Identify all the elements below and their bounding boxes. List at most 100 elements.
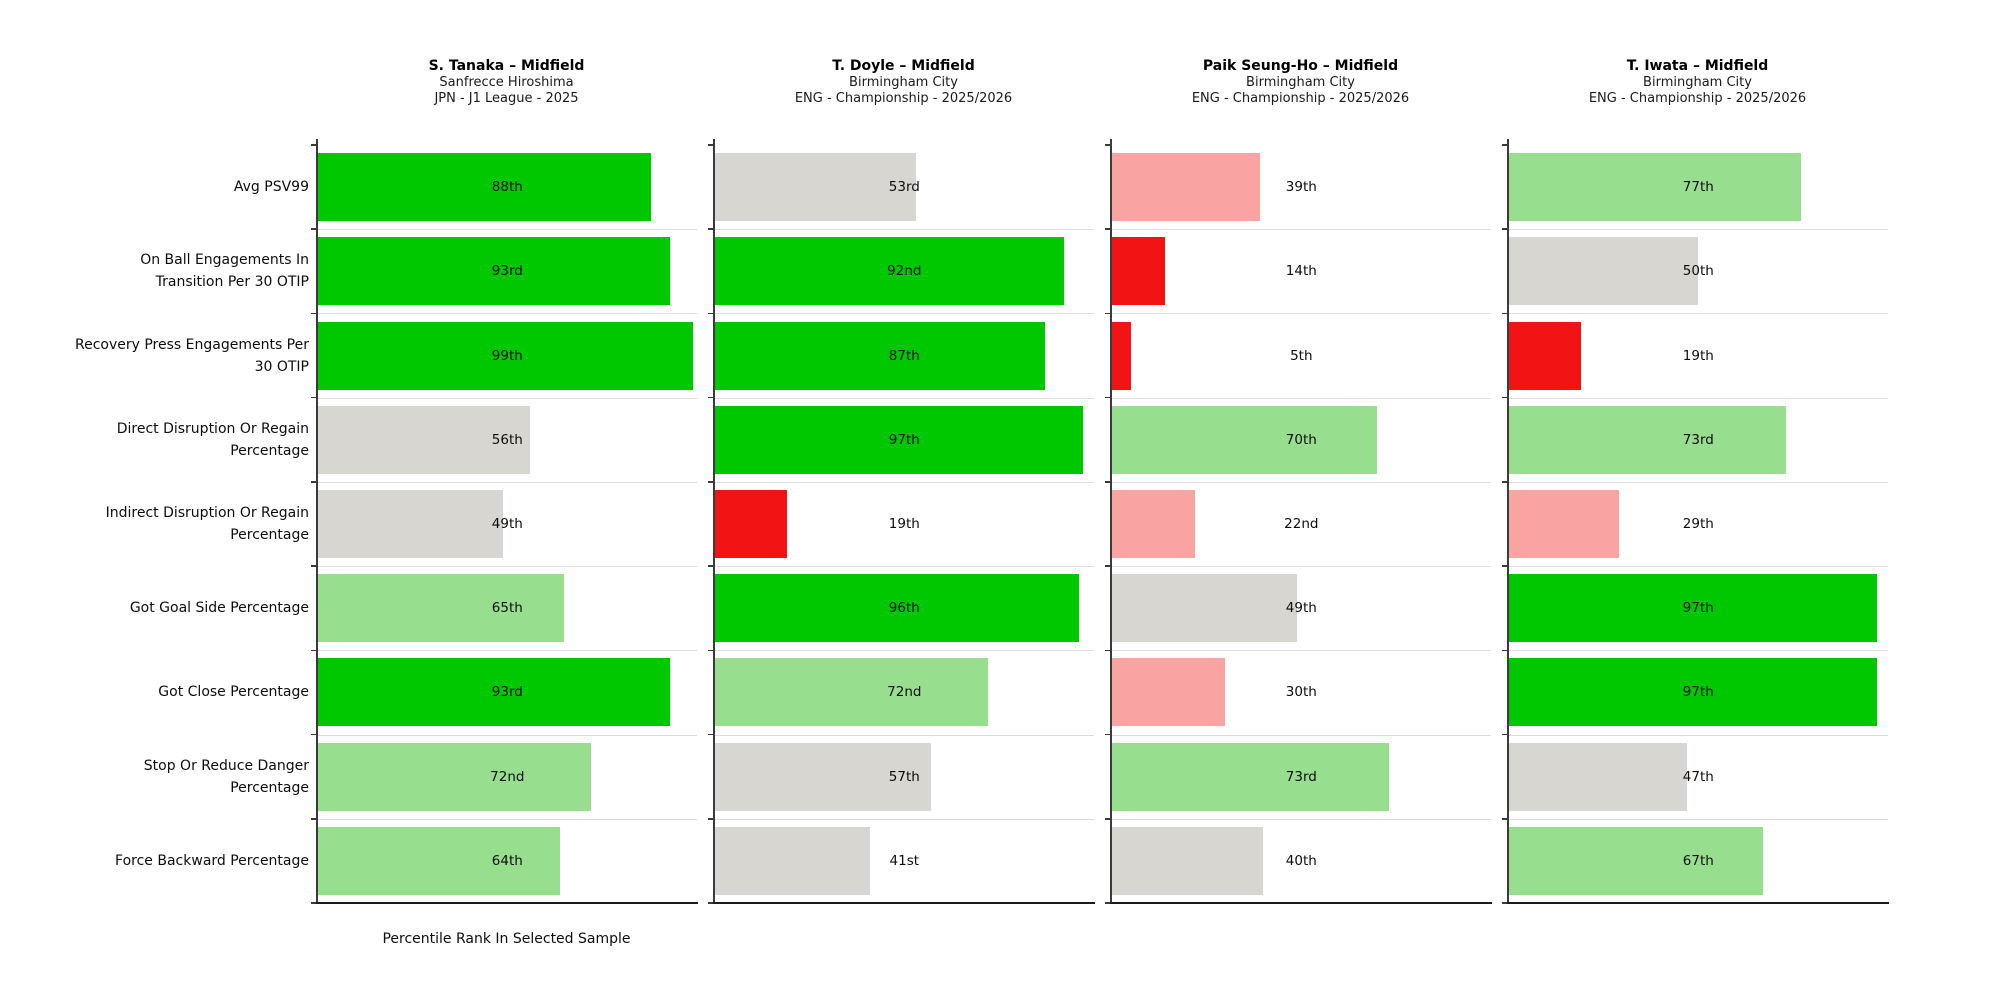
percentile-value: 19th xyxy=(1682,347,1714,364)
player-panel: 39th 14th 5th 70th 22nd 49th 30th 73rd 40th xyxy=(1105,139,1492,904)
percentile-value: 5th xyxy=(1290,347,1313,364)
percentile-bar xyxy=(317,489,504,558)
percentile-bar xyxy=(1508,742,1687,811)
y-axis-tick xyxy=(1502,481,1507,483)
x-axis-line xyxy=(316,901,698,904)
metric-label: Force Backward Percentage xyxy=(0,819,309,903)
percentile-value: 40th xyxy=(1285,852,1317,869)
x-axis-line xyxy=(713,901,1095,904)
metric-row: 88th xyxy=(317,145,697,231)
percentile-bar xyxy=(1111,742,1389,811)
metric-row: 96th xyxy=(714,566,1094,652)
percentile-bar xyxy=(1508,237,1699,306)
percentile-bar xyxy=(1111,405,1378,474)
metric-label-line: Percentage xyxy=(230,779,309,796)
y-axis-tick xyxy=(1105,649,1110,652)
metric-row: 93rd xyxy=(317,650,697,736)
percentile-bar xyxy=(714,489,787,558)
percentile-bar xyxy=(317,405,531,474)
percentile-value: 53rd xyxy=(888,179,920,196)
player-name: S. Tanaka – Midfield xyxy=(428,58,585,74)
y-axis-tick xyxy=(708,312,713,315)
y-axis-tick xyxy=(1105,817,1110,820)
metric-row: 19th xyxy=(1508,313,1888,399)
percentile-value: 97th xyxy=(888,431,920,448)
player-panel: 77th 50th 19th 73rd 29th 97th 97th 47th 67th xyxy=(1502,139,1889,904)
metric-row: 70th xyxy=(1111,398,1491,483)
player-header: T. Iwata – Midfield Birmingham City ENG - … xyxy=(1507,58,1888,106)
percentile-value: 41st xyxy=(889,852,920,869)
percentile-bar xyxy=(1111,658,1226,727)
metric-row: 49th xyxy=(317,482,697,568)
metric-row: 97th xyxy=(1508,650,1888,736)
metric-row: 73rd xyxy=(1111,735,1491,820)
player-team: Birmingham City xyxy=(1246,75,1355,90)
percentile-bar xyxy=(714,826,871,895)
metric-label-line: Transition Per 30 OTIP xyxy=(155,274,309,291)
metric-label: On Ball Engagements In Transition Per 30 … xyxy=(0,229,309,313)
y-axis-tick xyxy=(708,817,713,820)
y-axis-tick xyxy=(311,817,316,820)
percentile-value: 50th xyxy=(1682,263,1714,280)
y-axis-tick xyxy=(311,481,316,483)
y-axis-tick xyxy=(1502,902,1507,904)
metric-label-line: Force Backward Percentage xyxy=(115,852,309,869)
metric-row: 77th xyxy=(1508,145,1888,231)
percentile-bar xyxy=(1508,321,1581,390)
y-axis-tick xyxy=(311,312,316,315)
percentile-value: 73rd xyxy=(1682,431,1714,448)
percentile-bar xyxy=(1111,153,1260,222)
metric-row: 64th xyxy=(317,819,697,903)
x-axis-line xyxy=(1110,901,1492,904)
y-axis-tick xyxy=(708,481,713,483)
metric-row: 40th xyxy=(1111,819,1491,903)
metric-row: 97th xyxy=(1508,566,1888,652)
y-axis-tick xyxy=(1105,902,1110,904)
x-axis-label: Percentile Rank In Selected Sample xyxy=(382,931,631,947)
percentile-bar xyxy=(1111,321,1131,390)
y-axis-tick xyxy=(708,144,713,146)
percentile-value: 93rd xyxy=(491,263,523,280)
metric-row: 22nd xyxy=(1111,482,1491,568)
percentile-value: 96th xyxy=(888,600,920,617)
metric-label: Got Goal Side Percentage xyxy=(0,566,309,650)
percentile-bar xyxy=(714,321,1045,390)
player-name: Paik Seung-Ho – Midfield xyxy=(1202,58,1399,74)
y-axis-tick xyxy=(1105,312,1110,315)
y-axis-tick xyxy=(311,733,316,736)
percentile-value: 88th xyxy=(491,179,523,196)
y-axis-tick xyxy=(1105,396,1110,399)
percentile-value: 57th xyxy=(888,768,920,785)
player-header: S. Tanaka – Midfield Sanfrecce Hiroshima J… xyxy=(316,58,697,106)
metric-label: Got Close Percentage xyxy=(0,650,309,734)
percentile-bar xyxy=(317,574,565,643)
metric-row: 41st xyxy=(714,819,1094,903)
metric-row: 65th xyxy=(317,566,697,652)
metric-row: 30th xyxy=(1111,650,1491,736)
percentile-value: 70th xyxy=(1285,431,1317,448)
metric-row: 19th xyxy=(714,482,1094,568)
y-axis-spine xyxy=(1110,139,1112,903)
percentile-bar xyxy=(1508,405,1786,474)
y-axis-tick xyxy=(1502,396,1507,399)
percentile-bar xyxy=(317,321,694,390)
percentile-bar xyxy=(714,237,1064,306)
y-axis-spine xyxy=(1507,139,1509,903)
percentile-value: 56th xyxy=(491,431,523,448)
percentile-bar xyxy=(714,658,988,727)
metric-label-line: Stop Or Reduce Danger xyxy=(143,757,309,774)
y-axis-tick xyxy=(1105,481,1110,483)
y-axis-tick xyxy=(1502,228,1507,231)
percentile-bar xyxy=(1111,489,1196,558)
metric-row: 50th xyxy=(1508,229,1888,315)
metric-label-line: Percentage xyxy=(230,442,309,459)
percentile-value: 97th xyxy=(1682,600,1714,617)
y-axis-tick xyxy=(1105,733,1110,736)
y-axis-tick xyxy=(1502,733,1507,736)
metric-label-line: Percentage xyxy=(230,526,309,543)
percentile-value: 49th xyxy=(1285,600,1317,617)
percentile-value: 73rd xyxy=(1285,768,1317,785)
y-axis-tick xyxy=(708,733,713,736)
percentile-value: 67th xyxy=(1682,852,1714,869)
